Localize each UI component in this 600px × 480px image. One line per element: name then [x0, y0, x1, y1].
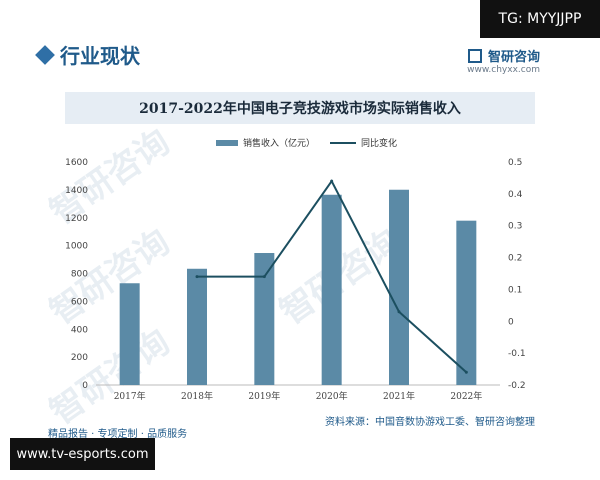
bar: [321, 194, 342, 385]
y-left-tick-label: 1600: [65, 158, 88, 168]
y-right-tick-label: -0.2: [508, 381, 526, 391]
legend-line-label: 同比变化: [361, 137, 397, 149]
y-left-tick-label: 1200: [65, 214, 88, 224]
y-right-tick-label: 0: [508, 317, 514, 327]
brand-name: 智研咨询: [487, 50, 540, 65]
x-tick-label: 2017年: [114, 390, 146, 402]
brand: 智研咨询 www.chyxx.com: [467, 46, 540, 75]
y-left-tick-label: 800: [71, 270, 88, 280]
section-title: 行业现状: [60, 44, 140, 68]
y-right-tick-label: 0.5: [508, 158, 522, 168]
x-tick-label: 2018年: [181, 390, 213, 402]
bar: [119, 283, 140, 385]
y-left-tick-label: 600: [71, 297, 88, 307]
bar: [389, 189, 409, 385]
x-tick-label: 2021年: [383, 390, 415, 402]
chart-title-bar: 2017-2022年中国电子竞技游戏市场实际销售收入: [65, 92, 535, 124]
brand-mark-icon: [467, 48, 482, 63]
y-right-tick-label: 0.1: [508, 285, 522, 295]
site-banner: www.tv-esports.com: [10, 438, 155, 470]
chart-title: 2017-2022年中国电子竞技游戏市场实际销售收入: [139, 101, 461, 117]
brand-logo: 智研咨询: [467, 46, 540, 65]
y-right-tick-label: 0.4: [508, 190, 523, 200]
y-left-tick-label: 0: [82, 381, 88, 391]
y-right-tick-label: -0.1: [508, 349, 526, 359]
bar: [254, 253, 275, 385]
x-tick-label: 2022年: [450, 390, 482, 402]
legend-bar-swatch: [216, 140, 238, 146]
section-header: 行业现状: [35, 40, 140, 69]
x-tick-label: 2020年: [316, 390, 348, 402]
line-point: [397, 310, 401, 314]
brand-url: www.chyxx.com: [467, 65, 540, 75]
x-tick-label: 2019年: [248, 390, 280, 402]
y-right-tick-label: 0.3: [508, 222, 522, 232]
bar: [187, 268, 207, 385]
line-point: [195, 275, 199, 279]
y-right-tick-label: 0.2: [508, 254, 522, 264]
footer-tagline: 精品报告 · 专项定制 · 品质服务: [48, 429, 188, 440]
y-left-tick-label: 400: [71, 325, 88, 335]
line-point: [464, 370, 468, 374]
legend-bar-label: 销售收入（亿元）: [243, 137, 315, 149]
telegram-badge: TG: MYYJJPP: [480, 0, 600, 38]
source-note: 资料来源：中国音数协游戏工委、智研咨询整理: [325, 417, 535, 428]
bar: [456, 220, 477, 385]
y-left-tick-label: 1400: [65, 186, 88, 196]
line-point: [262, 275, 266, 279]
y-left-tick-label: 200: [71, 353, 88, 363]
y-left-tick-label: 1000: [65, 242, 88, 252]
line-point: [330, 179, 334, 183]
